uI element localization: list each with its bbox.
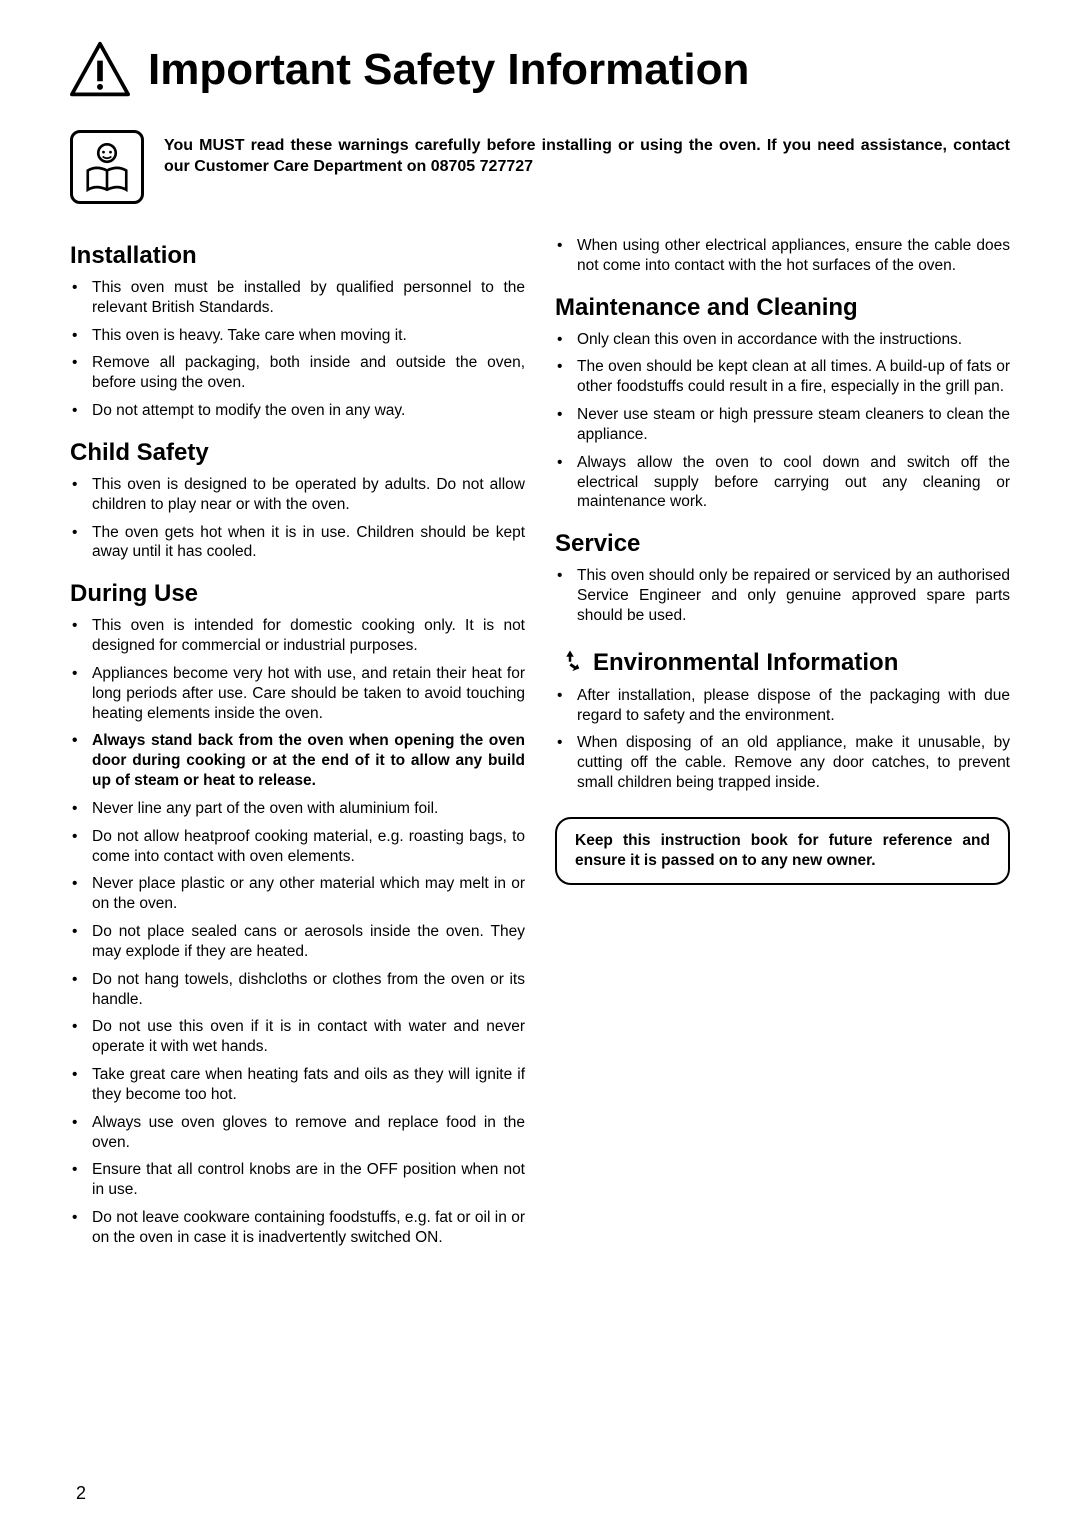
page-number: 2 [76,1483,86,1504]
recycle-icon [555,648,585,678]
list-item: The oven should be kept clean at all tim… [577,357,1010,397]
list-item: Always allow the oven to cool down and s… [577,453,1010,512]
list-item: Never line any part of the oven with alu… [92,799,525,819]
list-item: After installation, please dispose of th… [577,686,1010,726]
right-column: When using other electrical appliances, … [555,224,1010,1256]
list-item: This oven should only be repaired or ser… [577,566,1010,625]
list-item: Do not allow heatproof cooking material,… [92,827,525,867]
during-use-heading: During Use [70,580,525,608]
environmental-list: After installation, please dispose of th… [555,686,1010,793]
list-item: Appliances become very hot with use, and… [92,664,525,723]
during-use-list: This oven is intended for domestic cooki… [70,616,525,1247]
list-item: This oven is designed to be operated by … [92,475,525,515]
list-item: Do not use this oven if it is in contact… [92,1017,525,1057]
list-item: Do not leave cookware containing foodstu… [92,1208,525,1248]
child-safety-list: This oven is designed to be operated by … [70,475,525,562]
list-item: Do not attempt to modify the oven in any… [92,401,525,421]
list-item: Ensure that all control knobs are in the… [92,1160,525,1200]
list-item: Always use oven gloves to remove and rep… [92,1113,525,1153]
child-safety-heading: Child Safety [70,439,525,467]
list-item: Remove all packaging, both inside and ou… [92,353,525,393]
page-title: Important Safety Information [148,45,749,95]
environmental-heading-row: Environmental Information [555,648,1010,678]
content-columns: Installation This oven must be installed… [70,224,1010,1256]
list-item: Do not hang towels, dishcloths or clothe… [92,970,525,1010]
service-list: This oven should only be repaired or ser… [555,566,1010,625]
keep-instructions-box: Keep this instruction book for future re… [555,817,1010,885]
list-item: Do not place sealed cans or aerosols ins… [92,922,525,962]
warning-triangle-icon [70,40,130,100]
during-use-continued-list: When using other electrical appliances, … [555,236,1010,276]
installation-list: This oven must be installed by qualified… [70,278,525,421]
maintenance-list: Only clean this oven in accordance with … [555,330,1010,513]
list-item: Take great care when heating fats and oi… [92,1065,525,1105]
list-item: This oven is heavy. Take care when movin… [92,326,525,346]
left-column: Installation This oven must be installed… [70,224,525,1256]
list-item: When using other electrical appliances, … [577,236,1010,276]
maintenance-heading: Maintenance and Cleaning [555,294,1010,322]
list-item: This oven is intended for domestic cooki… [92,616,525,656]
read-manual-icon [70,130,144,204]
intro-row: You MUST read these warnings carefully b… [70,130,1010,204]
list-item: This oven must be installed by qualified… [92,278,525,318]
page-title-row: Important Safety Information [70,40,1010,100]
list-item: Never place plastic or any other materia… [92,874,525,914]
intro-text: You MUST read these warnings carefully b… [164,130,1010,178]
service-heading: Service [555,530,1010,558]
installation-heading: Installation [70,242,525,270]
list-item: When disposing of an old appliance, make… [577,733,1010,792]
list-item: Only clean this oven in accordance with … [577,330,1010,350]
list-item: Never use steam or high pressure steam c… [577,405,1010,445]
list-item-bold: Always stand back from the oven when ope… [92,731,525,790]
list-item: The oven gets hot when it is in use. Chi… [92,523,525,563]
environmental-heading: Environmental Information [593,649,898,677]
